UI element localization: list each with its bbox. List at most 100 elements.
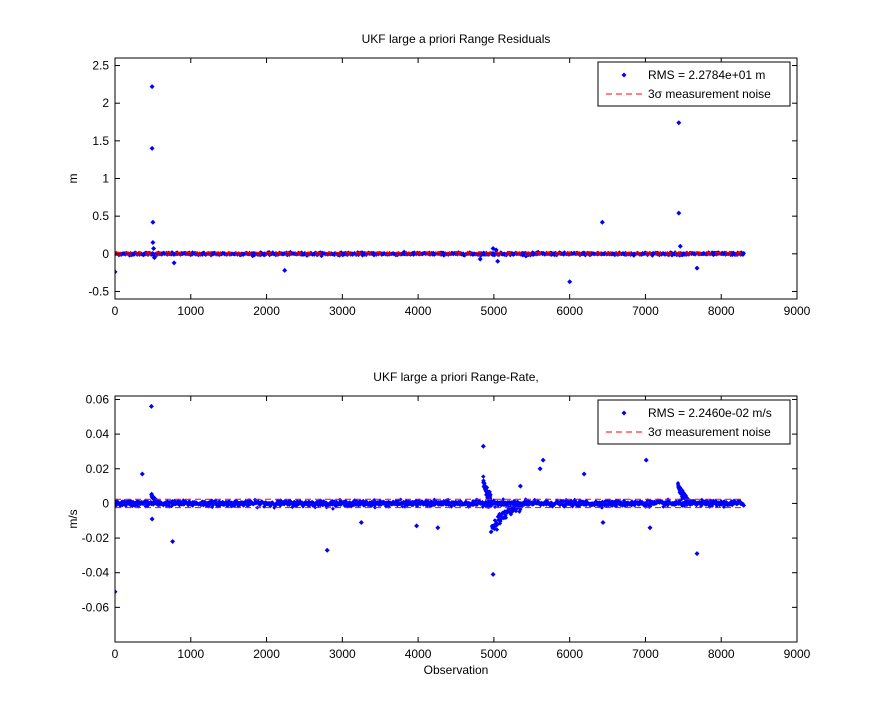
data-layer — [115, 84, 746, 285]
data-point-outlier — [677, 243, 683, 249]
data-point — [400, 504, 405, 509]
data-point-outlier — [115, 269, 118, 275]
y-axis-label: m/s — [66, 509, 80, 528]
legend: RMS = 2.2784e+01 m 3σ measurement noise — [597, 61, 791, 107]
legend-box — [597, 61, 791, 107]
x-tick-label: 3000 — [329, 647, 356, 661]
x-tick-label: 0 — [112, 304, 119, 318]
x-tick-label: 7000 — [632, 304, 659, 318]
x-axis-label: Observation — [424, 663, 489, 677]
data-point-outlier — [581, 471, 587, 477]
data-point — [499, 514, 505, 519]
data-point-outlier — [139, 471, 145, 477]
data-point-outlier — [149, 516, 155, 522]
x-tick-label: 6000 — [556, 647, 583, 661]
y-tick-label: 0.5 — [92, 209, 109, 223]
data-point-outlier — [493, 247, 499, 253]
y-tick-label: 1 — [102, 172, 109, 186]
legend-box — [597, 399, 791, 445]
data-point-outlier — [150, 240, 156, 245]
data-point-outlier — [694, 265, 700, 271]
data-point-outlier — [115, 589, 118, 595]
data-point-outlier — [358, 520, 364, 525]
y-tick-label: -0.02 — [82, 531, 110, 545]
x-tick-label: 5000 — [481, 304, 508, 318]
data-point — [503, 513, 508, 518]
data-point — [508, 512, 514, 517]
legend-label-rms: RMS = 2.2460e-02 m/s — [648, 406, 772, 420]
legend-marker-points — [621, 410, 627, 416]
axes-box — [114, 395, 798, 643]
data-point-outlier — [480, 443, 486, 449]
y-tick-label: -0.06 — [82, 600, 110, 614]
data-layer — [115, 403, 746, 595]
x-tick-label: 8000 — [708, 304, 735, 318]
data-point-outlier — [643, 457, 649, 463]
data-point — [501, 497, 506, 502]
data-point-outlier — [676, 120, 682, 126]
data-point-outlier — [282, 267, 288, 273]
legend-label-rms: RMS = 2.2784e+01 m — [648, 68, 765, 82]
data-point-outlier — [324, 547, 330, 553]
data-point — [493, 523, 499, 529]
legend-marker-points — [621, 72, 627, 78]
data-point-outlier — [517, 483, 523, 489]
x-tick-label: 9000 — [784, 647, 811, 661]
y-tick-label: 1.5 — [92, 134, 109, 148]
data-point — [600, 505, 604, 510]
data-point — [679, 497, 684, 502]
data-point-outlier — [490, 571, 496, 577]
y-tick-label: 0 — [102, 496, 109, 510]
data-point-outlier — [567, 279, 573, 285]
data-point-outlier — [540, 457, 546, 463]
y-tick-label: -0.04 — [82, 566, 110, 580]
x-tick-label: 1000 — [177, 304, 204, 318]
y-tick-label: 0.02 — [86, 462, 110, 476]
legend: RMS = 2.2460e-02 m/s 3σ measurement noise — [597, 399, 791, 445]
x-tick-label: 8000 — [708, 647, 735, 661]
data-point — [518, 507, 523, 512]
chart-title: UKF large a priori Range Residuals — [362, 32, 551, 46]
data-point-outlier — [600, 520, 606, 525]
chart-panel-1: 0 1000 2000 3000 4000 5000 6000 7000 8000 9000 -0.… — [66, 32, 811, 318]
legend-label-noise: 3σ measurement noise — [648, 425, 771, 439]
data-point-outlier — [414, 523, 420, 529]
data-point — [494, 527, 500, 532]
x-tick-label: 3000 — [329, 304, 356, 318]
x-tick-label: 9000 — [784, 304, 811, 318]
data-point — [330, 506, 335, 511]
y-tick-label: -0.5 — [88, 284, 109, 298]
data-point-outlier — [676, 210, 682, 216]
x-tick-label: 4000 — [405, 304, 432, 318]
data-point — [685, 500, 690, 505]
data-point-outlier — [148, 403, 154, 409]
data-point-outlier — [599, 219, 605, 225]
chart-title: UKF large a priori Range-Rate, — [373, 370, 538, 384]
data-point-outlier — [170, 539, 176, 544]
data-point — [155, 499, 160, 504]
data-point-outlier — [151, 246, 157, 251]
data-point — [481, 474, 486, 479]
data-point-outlier — [537, 466, 543, 472]
data-point-outlier — [150, 219, 156, 225]
data-point — [503, 515, 509, 520]
x-tick-label: 1000 — [177, 647, 204, 661]
chart-panel-2: 0 1000 2000 3000 4000 5000 6000 7000 8000 9000 -0.… — [66, 370, 811, 677]
data-point — [517, 501, 523, 506]
data-point — [484, 485, 490, 490]
y-tick-label: 0 — [102, 247, 109, 261]
data-point — [250, 254, 255, 259]
y-tick-label: 0.06 — [86, 392, 110, 406]
y-axis-label: m — [66, 174, 80, 184]
data-point-outlier — [647, 525, 653, 531]
y-tick-label: 2.5 — [92, 59, 109, 73]
x-tick-label: 7000 — [632, 647, 659, 661]
x-tick-label: 0 — [112, 647, 119, 661]
data-point-outlier — [435, 525, 441, 531]
data-point — [499, 516, 504, 521]
data-point-outlier — [694, 551, 700, 557]
x-tick-label: 2000 — [253, 647, 280, 661]
data-point-outlier — [477, 256, 483, 262]
data-point-outlier — [149, 84, 155, 90]
x-tick-label: 2000 — [253, 304, 280, 318]
